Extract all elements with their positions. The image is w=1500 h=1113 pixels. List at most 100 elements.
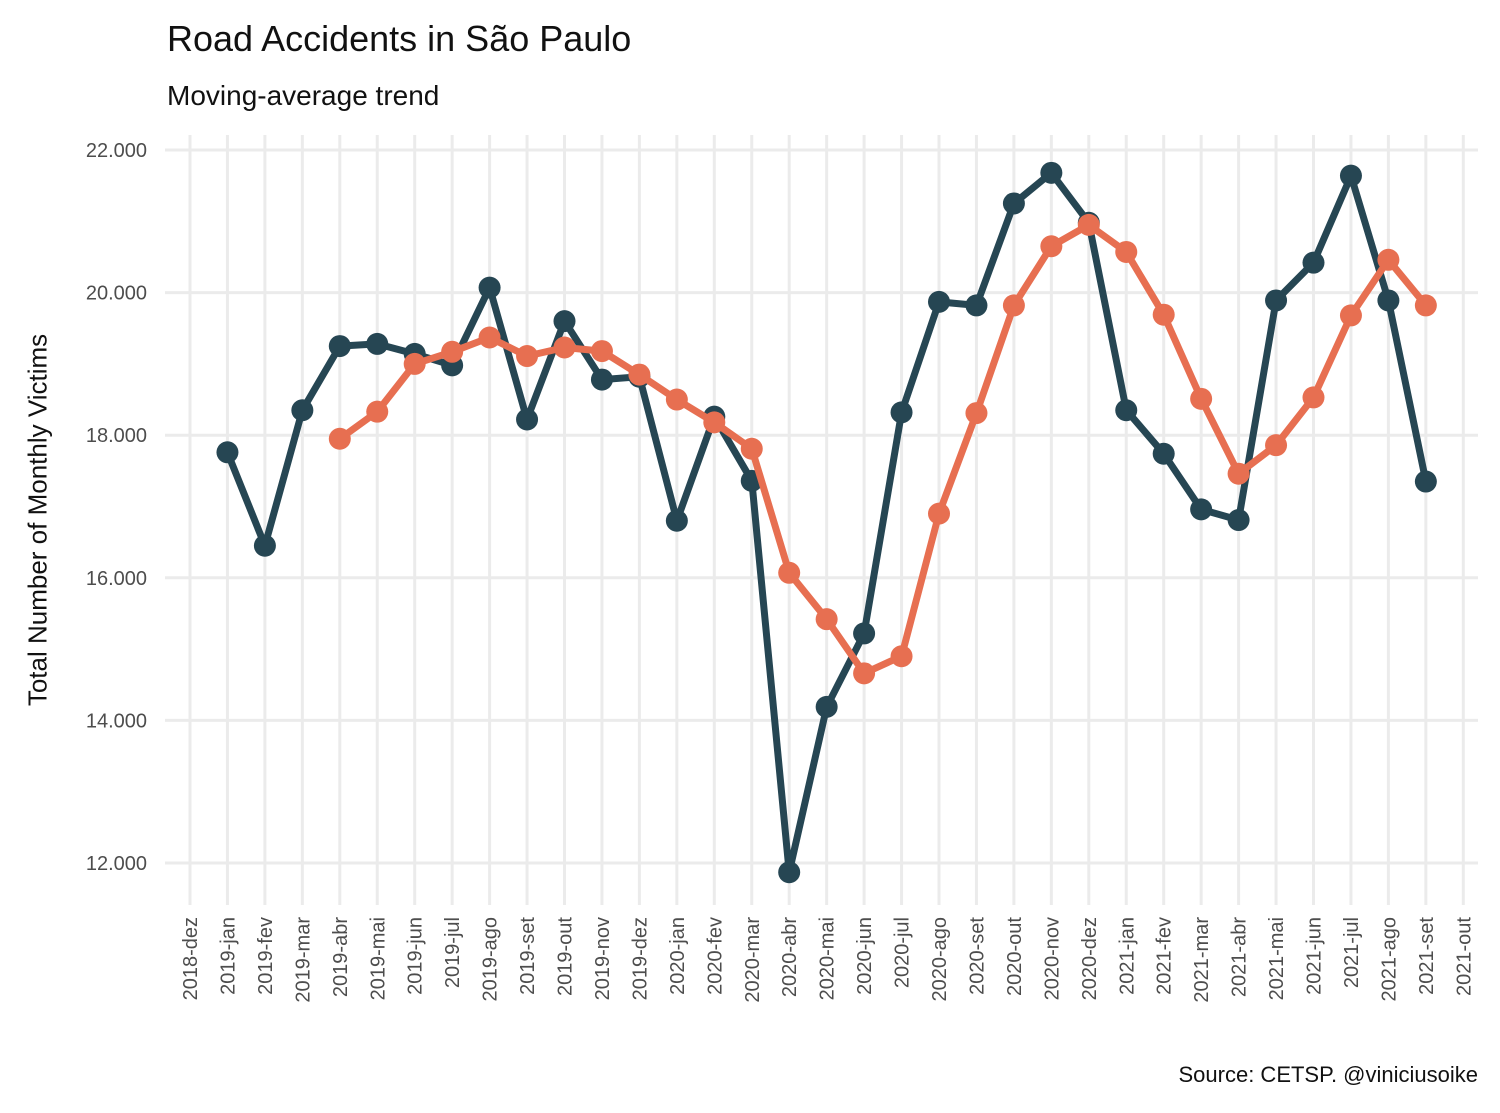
x-tick-label: 2021-jan [1116,917,1138,995]
series-2-point [890,645,913,668]
x-tick-label: 2020-ago [929,917,951,1002]
x-tick-label: 2020-dez [1079,917,1101,1000]
x-tick-label: 2020-jul [892,917,914,988]
series-2-point [366,400,389,423]
series-2-point [328,427,351,450]
series-1-point [291,399,314,422]
y-tick-label: 20.000 [86,283,147,305]
x-tick-label: 2019-jul [442,917,464,988]
x-tick-label: 2020-set [966,917,988,995]
series-1-point [1377,289,1400,312]
x-tick-label: 2019-fev [255,917,277,995]
x-tick-label: 2019-mai [367,917,389,1000]
series-2-point [1190,387,1213,410]
series-1-point [1152,442,1175,465]
series-2-point [1002,294,1025,317]
x-tick-label: 2019-mar [292,917,314,1003]
series-1-point [890,401,913,424]
x-tick-label: 2021-ago [1378,917,1400,1002]
series-1-point [1040,161,1063,184]
series-2-point [1115,240,1138,263]
series-1-point [1227,509,1250,532]
series-2-point [1077,213,1100,236]
series-1-point [665,509,688,532]
series-1-point [216,441,239,464]
x-tick-label: 2020-mai [817,917,839,1000]
y-tick-label: 14.000 [86,710,147,732]
chart-subtitle: Moving-average trend [167,80,440,111]
x-tick-label: 2021-jun [1304,917,1326,995]
x-tick-label: 2020-nov [1041,917,1063,1000]
x-tick-label: 2019-dez [629,917,651,1000]
series-1-point [778,861,801,884]
series-2-point [1414,294,1437,317]
series-1-point [478,276,501,299]
x-tick-label: 2019-jan [217,917,239,995]
series-2-point [478,326,501,349]
series-2-point [853,662,876,685]
x-tick-label: 2020-fev [704,917,726,995]
chart-caption: Source: CETSP. @viniciusoike [1178,1062,1479,1087]
x-tick-label: 2021-fev [1154,917,1176,995]
x-tick-label: 2021-jul [1341,917,1363,988]
series-2-point [965,402,988,425]
series-1-point [516,408,539,431]
x-tick-label: 2021-mai [1266,917,1288,1000]
series-2-point [441,340,464,363]
x-tick-label: 2019-abr [330,917,352,997]
y-tick-label: 12.000 [86,853,147,875]
y-tick-label: 22.000 [86,140,147,162]
series-2-point [1377,248,1400,271]
x-tick-label: 2020-mar [742,917,764,1003]
series-1-point [815,695,838,718]
chart-title: Road Accidents in São Paulo [167,18,632,59]
series-1-point [328,335,351,358]
series-2-point [703,411,726,434]
series-2-point [516,345,539,368]
series-1-point [965,294,988,317]
series-2-point [590,340,613,363]
series-2-point [553,336,576,359]
series-2-point [1040,235,1063,258]
series-2-point [1302,386,1325,409]
series-2-point [665,388,688,411]
series-1-point [553,310,576,333]
x-tick-label: 2020-jan [667,917,689,995]
series-2-point [928,502,950,525]
series-1-point [1115,399,1138,422]
series-1-point [366,332,389,355]
series-2-point [778,561,801,584]
series-1-point [928,290,950,313]
series-1-point [1414,470,1437,493]
series-2-point [740,437,763,460]
series-1-point [1265,289,1288,312]
x-tick-label: 2021-mar [1191,917,1213,1003]
x-tick-label: 2021-set [1416,917,1438,995]
series-2-point [1152,303,1175,326]
y-tick-label: 16.000 [86,568,147,590]
series-2-point [403,352,426,375]
series-2-point [815,608,838,631]
y-tick-label: 18.000 [86,425,147,447]
series-2-point [1265,434,1288,457]
x-tick-label: 2019-ago [480,917,502,1002]
x-tick-label: 2021-out [1453,917,1475,996]
series-1-point [253,534,276,557]
series-1-point [1302,251,1325,274]
series-2-point [1339,304,1362,327]
x-tick-label: 2019-nov [592,917,614,1000]
x-tick-label: 2020-jun [854,917,876,995]
x-tick-label: 2021-abr [1229,917,1251,997]
series-2-point [1227,462,1250,485]
series-1-point [853,622,876,645]
x-tick-label: 2019-jun [405,917,427,995]
x-tick-label: 2020-out [1004,917,1026,996]
series-2-point [628,363,651,386]
series-1-point [1002,192,1025,215]
x-tick-label: 2020-abr [779,917,801,997]
x-tick-label: 2018-dez [180,917,202,1000]
series-1-point [590,368,613,391]
series-1-point [1190,498,1213,521]
x-tick-label: 2019-set [517,917,539,995]
